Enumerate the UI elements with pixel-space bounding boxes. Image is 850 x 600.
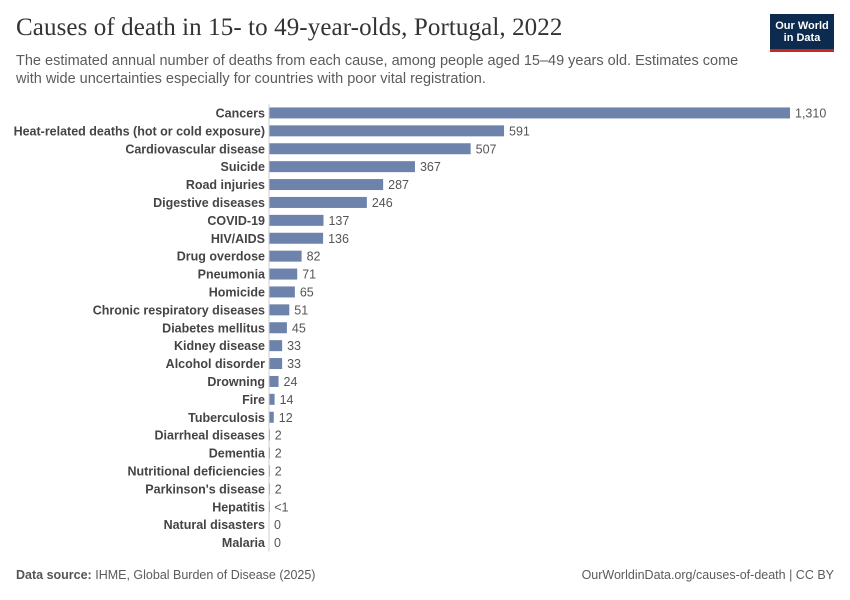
- bar[interactable]: [269, 375, 279, 387]
- category-label: Dementia: [209, 447, 266, 461]
- category-label: Diabetes mellitus: [162, 321, 265, 335]
- value-label: 507: [476, 142, 497, 156]
- category-label: Heat-related deaths (hot or cold exposur…: [14, 124, 265, 138]
- bar[interactable]: [269, 340, 283, 352]
- value-label: 65: [300, 285, 314, 299]
- bar[interactable]: [269, 232, 324, 244]
- value-label: 1,310: [795, 106, 826, 120]
- category-label: Nutritional deficiencies: [127, 464, 265, 478]
- source-label: Data source:: [16, 568, 92, 582]
- category-label: COVID-19: [207, 214, 265, 228]
- bar[interactable]: [269, 214, 324, 226]
- value-label: 0: [274, 518, 281, 532]
- value-label: 246: [372, 196, 393, 210]
- category-label: Malaria: [222, 536, 266, 550]
- bar[interactable]: [269, 196, 367, 208]
- bar[interactable]: [269, 107, 790, 119]
- category-label: Diarrheal diseases: [155, 429, 266, 443]
- value-label: 51: [294, 303, 308, 317]
- value-label: 71: [302, 268, 316, 282]
- category-label: HIV/AIDS: [211, 232, 265, 246]
- value-label: 136: [328, 232, 349, 246]
- category-label: Suicide: [221, 160, 266, 174]
- category-label: Homicide: [209, 285, 265, 299]
- value-label: <1: [274, 500, 288, 514]
- owid-logo[interactable]: Our World in Data: [770, 14, 834, 52]
- bar[interactable]: [269, 268, 298, 280]
- source-text: IHME, Global Burden of Disease (2025): [95, 568, 316, 582]
- logo-line-2: in Data: [783, 31, 821, 44]
- bar[interactable]: [269, 125, 505, 137]
- footer-url[interactable]: OurWorldinData.org/causes-of-death | CC …: [581, 568, 834, 582]
- value-label: 287: [388, 178, 409, 192]
- bar-chart: Cancers 1,310 Heat-related deaths (hot or …: [14, 104, 826, 552]
- value-label: 33: [287, 339, 301, 353]
- bar[interactable]: [269, 393, 275, 405]
- bar[interactable]: [269, 143, 471, 155]
- value-label: 367: [420, 160, 441, 174]
- chart-subtitle: The estimated annual number of deaths fr…: [16, 53, 739, 87]
- category-label: Drug overdose: [177, 250, 265, 264]
- value-label: 33: [287, 357, 301, 371]
- bar[interactable]: [269, 304, 290, 316]
- chart-title: Causes of death in 15- to 49-year-olds, …: [16, 14, 563, 41]
- value-label: 2: [275, 429, 282, 443]
- bar[interactable]: [269, 286, 295, 298]
- value-label: 12: [279, 411, 293, 425]
- category-label: Tuberculosis: [188, 411, 265, 425]
- category-label: Alcohol disorder: [166, 357, 265, 371]
- category-label: Drowning: [207, 375, 265, 389]
- category-label: Fire: [242, 393, 265, 407]
- logo-line-1: Our World: [775, 19, 829, 32]
- category-label: Hepatitis: [212, 500, 265, 514]
- bar[interactable]: [269, 322, 287, 334]
- bar[interactable]: [269, 179, 384, 191]
- value-label: 2: [275, 447, 282, 461]
- value-label: 591: [509, 124, 530, 138]
- value-label: 24: [284, 375, 298, 389]
- value-label: 2: [275, 464, 282, 478]
- bar[interactable]: [269, 411, 274, 423]
- category-label: Pneumonia: [198, 268, 266, 282]
- category-label: Natural disasters: [164, 518, 265, 532]
- category-label: Cancers: [216, 106, 265, 120]
- bar[interactable]: [269, 161, 415, 173]
- value-label: 2: [275, 482, 282, 496]
- value-label: 137: [328, 214, 349, 228]
- category-label: Digestive diseases: [153, 196, 265, 210]
- value-label: 0: [274, 536, 281, 550]
- value-label: 45: [292, 321, 306, 335]
- category-label: Road injuries: [186, 178, 265, 192]
- footer-source: Data source: IHME, Global Burden of Dise…: [16, 568, 315, 582]
- bar[interactable]: [269, 358, 283, 370]
- category-label: Parkinson's disease: [145, 482, 265, 496]
- category-label: Chronic respiratory diseases: [93, 303, 265, 317]
- value-label: 82: [307, 250, 321, 264]
- category-label: Cardiovascular disease: [125, 142, 265, 156]
- category-label: Kidney disease: [174, 339, 265, 353]
- value-label: 14: [280, 393, 294, 407]
- bar[interactable]: [269, 250, 302, 262]
